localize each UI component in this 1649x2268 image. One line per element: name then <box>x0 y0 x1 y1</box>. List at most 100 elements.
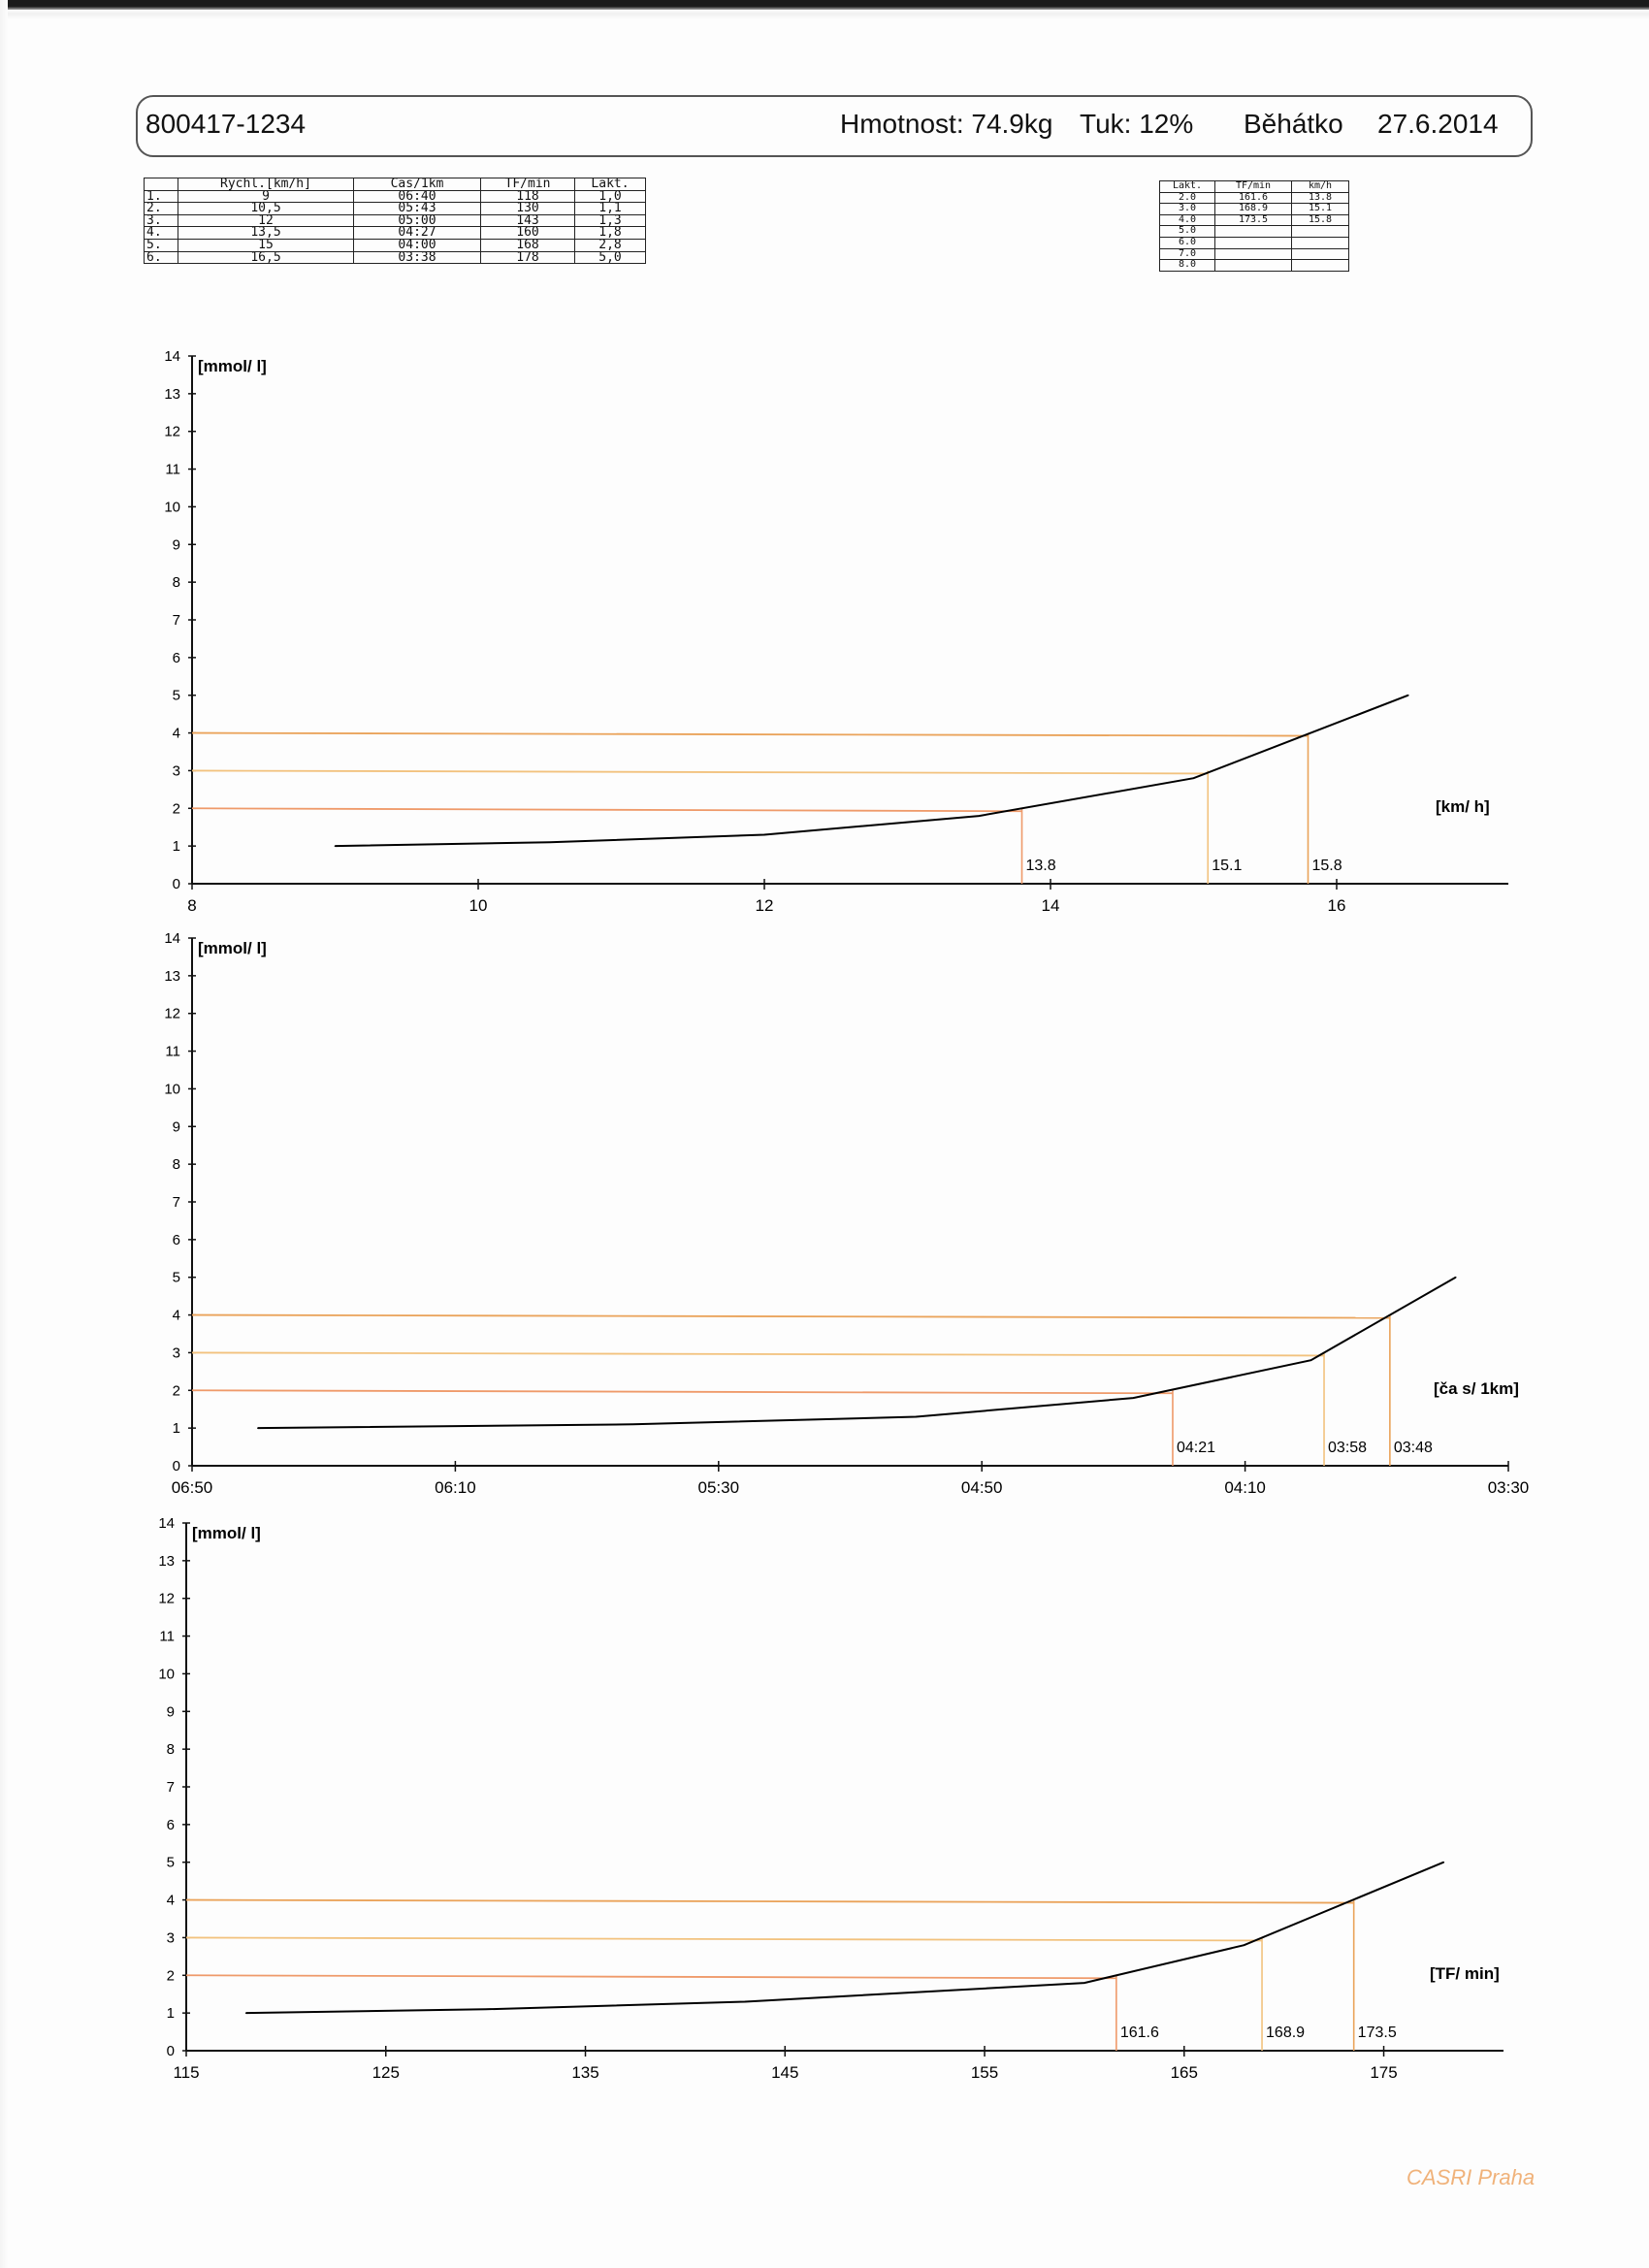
lactate-curve <box>245 1861 1444 2015</box>
y-tick-label: 8 <box>173 1156 180 1173</box>
table-cell: 05:43 <box>353 202 481 215</box>
y-tick-label: 5 <box>173 688 180 704</box>
table-cell: 04:00 <box>353 238 481 252</box>
x-tick-label: 12 <box>756 896 774 915</box>
scan-edge-shadow <box>0 10 1649 19</box>
stage-results-table: Rychl.[km/h] Čas/1km TF/min Lakt. 1. 9 0… <box>144 178 646 265</box>
table-cell: 5. <box>144 238 178 252</box>
weight-label: Hmotnost: 74.9kg <box>840 109 1053 139</box>
table-row: 6.0 <box>1159 236 1349 249</box>
y-tick-label: 3 <box>173 1345 180 1361</box>
x-tick-label: 175 <box>1370 2063 1397 2082</box>
y-tick-label: 2 <box>173 1382 180 1399</box>
threshold-value-label: 168.9 <box>1266 2025 1305 2041</box>
table-row: 3.0 168.9 15.1 <box>1159 203 1349 215</box>
table-row: 6. 16,5 03:38 178 5,0 <box>144 250 646 265</box>
table-cell: 5.0 <box>1159 225 1215 238</box>
table-cell <box>1291 259 1349 272</box>
data-point <box>1132 1397 1135 1399</box>
footer-brand: CASRI Praha <box>1406 2165 1536 2189</box>
threshold-hline <box>191 769 1209 775</box>
table-row: 2.0 161.6 13.8 <box>1159 191 1349 205</box>
y-tick-label: 5 <box>173 1270 180 1286</box>
data-point <box>763 833 765 836</box>
y-tick-label: 4 <box>173 1308 180 1324</box>
table-cell: 2,8 <box>574 238 646 252</box>
y-tick-label: 6 <box>173 650 180 666</box>
table-cell: 2.0 <box>1159 191 1215 205</box>
y-axis-title: [mmol/ l] <box>198 939 267 957</box>
x-tick-label: 135 <box>571 2063 598 2082</box>
table-cell: 173.5 <box>1214 213 1292 227</box>
table-cell: 7.0 <box>1159 247 1215 261</box>
table-row: 7.0 <box>1159 247 1349 261</box>
table-cell <box>1291 236 1349 249</box>
y-tick-label: 7 <box>173 612 180 629</box>
y-tick-label: 3 <box>167 1929 175 1946</box>
threshold-value-label: 15.1 <box>1212 858 1242 874</box>
table-cell: 1. <box>144 189 178 204</box>
table-cell: 143 <box>480 213 575 228</box>
table-row: 3. 12 05:00 143 1,3 <box>144 213 646 228</box>
y-tick-label: 12 <box>158 1591 175 1607</box>
threshold-value-label: 173.5 <box>1358 2025 1397 2041</box>
y-tick-label: 14 <box>158 1515 175 1532</box>
y-tick-label: 1 <box>173 838 180 855</box>
column-header: km/h <box>1291 180 1349 193</box>
table-cell: 178 <box>480 250 575 265</box>
table-cell <box>1214 259 1292 272</box>
y-tick-label: 4 <box>173 726 180 742</box>
x-axis-title: [TF/ min] <box>1430 1964 1500 1983</box>
y-tick-label: 14 <box>164 930 180 947</box>
table-cell: 1,3 <box>574 213 646 228</box>
column-header: TF/min <box>1214 180 1292 193</box>
y-tick-label: 6 <box>167 1817 175 1833</box>
table-cell: 13.8 <box>1291 191 1349 205</box>
table-cell: 15.1 <box>1291 203 1349 215</box>
fat-label: Tuk: 12% <box>1080 109 1194 139</box>
y-tick-label: 2 <box>173 800 180 817</box>
y-tick-label: 3 <box>173 762 180 779</box>
data-point <box>1454 1276 1457 1279</box>
y-tick-label: 0 <box>173 1458 180 1474</box>
table-cell: 4. <box>144 226 178 240</box>
table-cell: 130 <box>480 202 575 215</box>
table-cell <box>1214 247 1292 261</box>
scan-edge <box>0 0 1649 12</box>
y-tick-label: 12 <box>164 424 180 440</box>
threshold-value-label: 13.8 <box>1026 858 1056 874</box>
data-point <box>257 1427 259 1429</box>
y-tick-label: 11 <box>159 1629 175 1645</box>
table-cell: 04:27 <box>353 226 481 240</box>
x-tick-label: 04:50 <box>961 1478 1003 1497</box>
x-tick-label: 155 <box>971 2063 998 2082</box>
y-tick-label: 0 <box>167 2043 175 2059</box>
table-cell: 15.8 <box>1291 213 1349 227</box>
table-cell: 168.9 <box>1214 203 1292 215</box>
y-tick-label: 10 <box>164 1081 180 1097</box>
y-tick-label: 9 <box>173 1118 180 1135</box>
x-axis-title: [km/ h] <box>1436 797 1490 816</box>
lactate-curve <box>257 1276 1457 1430</box>
table-cell: 118 <box>480 189 575 204</box>
data-point <box>744 2000 746 2003</box>
threshold-hline <box>185 1898 1354 1904</box>
table-cell: 15 <box>178 238 354 252</box>
threshold-hline <box>191 1313 1390 1319</box>
y-tick-label: 2 <box>167 1967 175 1984</box>
data-point <box>1192 777 1195 779</box>
y-tick-label: 6 <box>173 1232 180 1248</box>
table-cell: 161.6 <box>1214 191 1292 205</box>
x-tick-label: 06:10 <box>435 1478 476 1497</box>
table-cell: 168 <box>480 238 575 252</box>
table-cell: 160 <box>480 226 575 240</box>
column-header: Lakt. <box>574 178 646 191</box>
x-tick-label: 115 <box>173 2063 199 2082</box>
table-cell: 03:38 <box>353 250 481 265</box>
y-tick-label: 7 <box>167 1779 175 1796</box>
table-cell: 1,0 <box>574 189 646 204</box>
x-tick-label: 04:10 <box>1224 1478 1266 1497</box>
table-cell: 16,5 <box>178 250 354 265</box>
column-header <box>144 178 178 191</box>
